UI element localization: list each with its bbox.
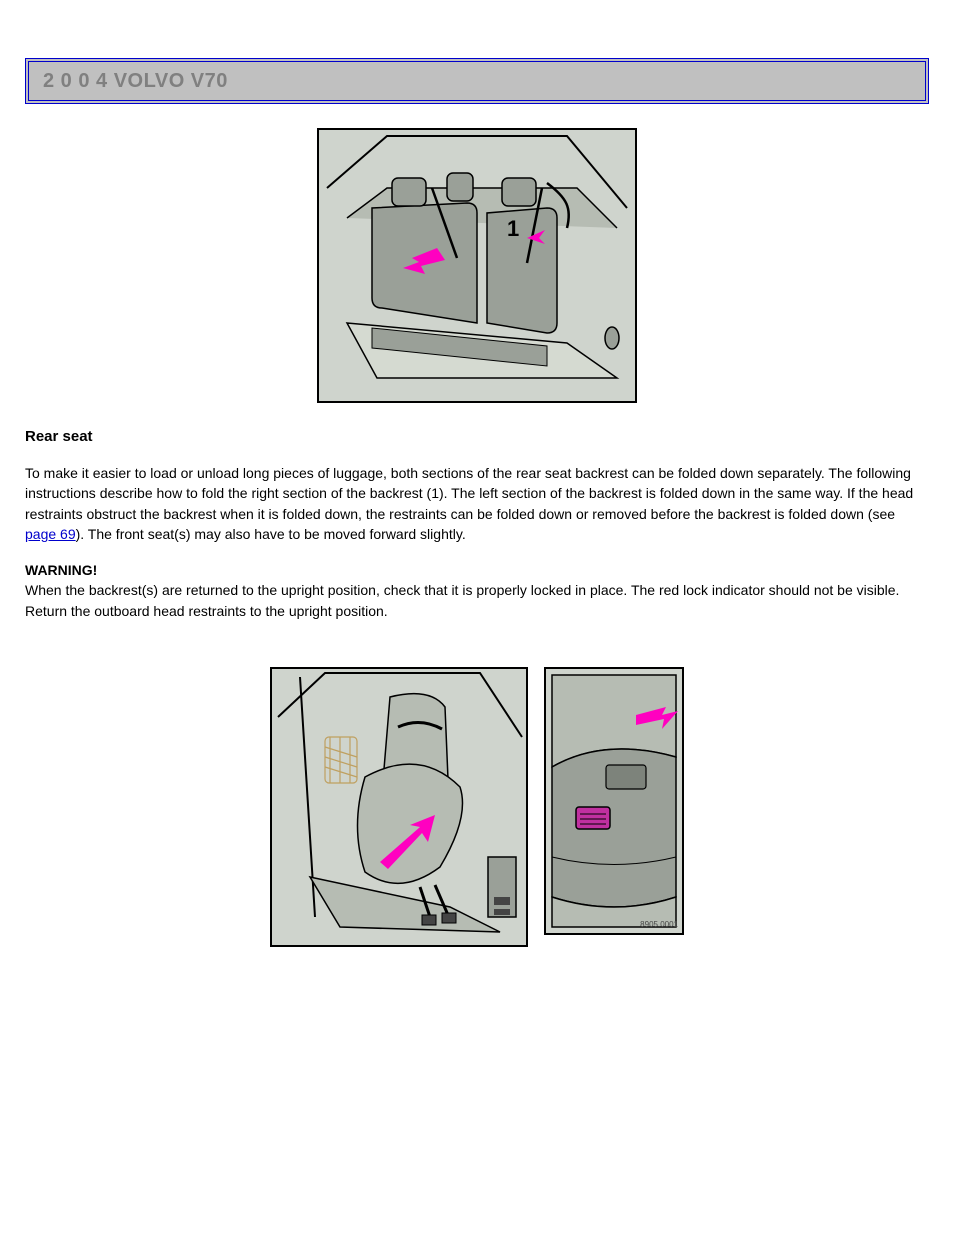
section-title-rear-seat: Rear seat [25, 428, 929, 445]
illustration-rear-seat: 1 [317, 128, 637, 403]
warning-body: When the backrest(s) are returned to the… [25, 582, 899, 618]
figure-rear-seat: 1 [25, 128, 929, 406]
illustration-seat-side-button: 8905.0001 [544, 667, 684, 935]
page-header-title: 2 0 0 4 VOLVO V70 [43, 70, 228, 93]
warning-block: WARNING! When the backrest(s) are return… [25, 560, 929, 621]
para1-post: ). The front seat(s) may also have to be… [76, 526, 466, 542]
figure3-id-text: 8905.0001 [640, 920, 678, 929]
warning-title: WARNING! [25, 562, 97, 578]
link-page-69[interactable]: page 69 [25, 526, 76, 542]
page-header-bar: 2 0 0 4 VOLVO V70 [25, 58, 929, 104]
spacer [25, 637, 929, 647]
label-1: 1 [507, 216, 519, 241]
para1-pre: To make it easier to load or unload long… [25, 465, 913, 522]
paragraph-folding-instructions: To make it easier to load or unload long… [25, 463, 929, 544]
illustration-front-seat-fold [270, 667, 528, 947]
figure-row: 8905.0001 [25, 667, 929, 947]
